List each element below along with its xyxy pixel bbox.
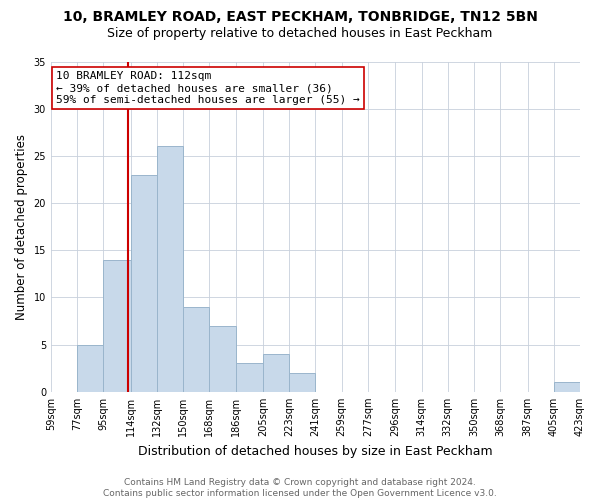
Y-axis label: Number of detached properties: Number of detached properties	[15, 134, 28, 320]
Bar	[103, 260, 131, 392]
Text: 10 BRAMLEY ROAD: 112sqm
← 39% of detached houses are smaller (36)
59% of semi-de: 10 BRAMLEY ROAD: 112sqm ← 39% of detache…	[56, 72, 360, 104]
Bar	[77, 344, 103, 392]
Bar	[157, 146, 183, 392]
Bar	[263, 354, 289, 392]
X-axis label: Distribution of detached houses by size in East Peckham: Distribution of detached houses by size …	[138, 444, 493, 458]
Bar	[289, 373, 316, 392]
Bar	[554, 382, 580, 392]
Bar	[209, 326, 236, 392]
Text: Size of property relative to detached houses in East Peckham: Size of property relative to detached ho…	[107, 28, 493, 40]
Bar	[131, 174, 157, 392]
Bar	[236, 364, 263, 392]
Text: Contains HM Land Registry data © Crown copyright and database right 2024.
Contai: Contains HM Land Registry data © Crown c…	[103, 478, 497, 498]
Bar	[183, 307, 209, 392]
Text: 10, BRAMLEY ROAD, EAST PECKHAM, TONBRIDGE, TN12 5BN: 10, BRAMLEY ROAD, EAST PECKHAM, TONBRIDG…	[62, 10, 538, 24]
